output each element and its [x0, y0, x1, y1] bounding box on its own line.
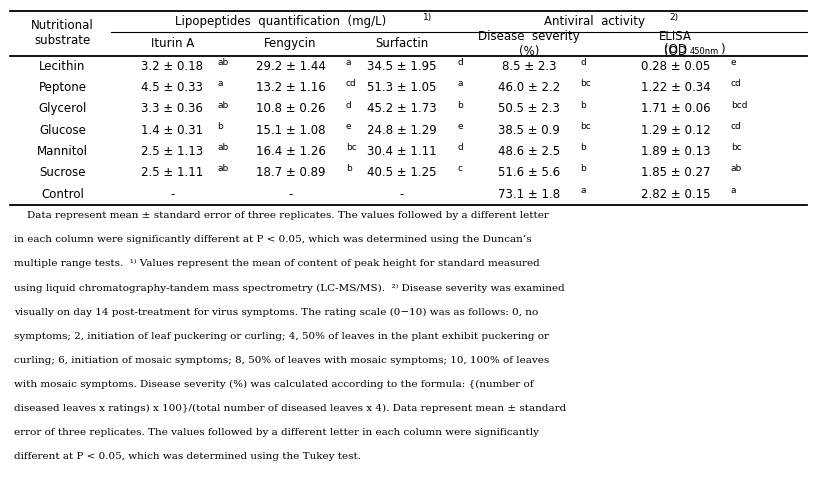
Text: 73.1 ± 1.8: 73.1 ± 1.8: [498, 188, 560, 200]
Text: Surfactin: Surfactin: [375, 37, 429, 51]
Text: bcd: bcd: [731, 101, 748, 109]
Text: 0.28 ± 0.05: 0.28 ± 0.05: [641, 60, 710, 73]
Text: Peptone: Peptone: [38, 81, 87, 94]
Text: 50.5 ± 2.3: 50.5 ± 2.3: [498, 102, 560, 115]
Text: 2.5 ± 1.13: 2.5 ± 1.13: [141, 145, 203, 158]
Text: 13.2 ± 1.16: 13.2 ± 1.16: [256, 81, 325, 94]
Text: 16.4 ± 1.26: 16.4 ± 1.26: [256, 145, 325, 158]
Text: Fengycin: Fengycin: [264, 37, 317, 51]
Text: b: b: [580, 164, 586, 173]
Text: 30.4 ± 1.11: 30.4 ± 1.11: [367, 145, 437, 158]
Text: cd: cd: [346, 79, 356, 88]
Text: 8.5 ± 2.3: 8.5 ± 2.3: [502, 60, 556, 73]
Text: cd: cd: [731, 122, 742, 131]
Text: ab: ab: [731, 164, 742, 173]
Text: 40.5 ± 1.25: 40.5 ± 1.25: [367, 166, 437, 179]
Text: e: e: [346, 122, 351, 131]
Text: multiple range tests.  ¹⁾ Values represent the mean of content of peak height fo: multiple range tests. ¹⁾ Values represen…: [14, 259, 539, 269]
Text: b: b: [458, 101, 463, 109]
Text: ELISA
(OD: ELISA (OD: [659, 30, 692, 58]
Text: d: d: [458, 143, 463, 152]
Text: ): ): [720, 43, 724, 56]
Text: cd: cd: [731, 79, 742, 88]
Text: 1.71 ± 0.06: 1.71 ± 0.06: [641, 102, 710, 115]
Text: 3.2 ± 0.18: 3.2 ± 0.18: [141, 60, 203, 73]
Text: 10.8 ± 0.26: 10.8 ± 0.26: [256, 102, 325, 115]
Text: Antiviral  activity: Antiviral activity: [543, 15, 645, 28]
Text: 48.6 ± 2.5: 48.6 ± 2.5: [498, 145, 560, 158]
Text: -: -: [288, 188, 292, 200]
Text: Glucose: Glucose: [39, 124, 86, 136]
Text: ab: ab: [217, 143, 229, 152]
Text: error of three replicates. The values followed by a different letter in each col: error of three replicates. The values fo…: [14, 428, 538, 437]
Text: Disease  severity
(%): Disease severity (%): [478, 30, 580, 58]
Text: 1.29 ± 0.12: 1.29 ± 0.12: [641, 124, 711, 136]
Text: with mosaic symptoms. Disease severity (%) was calculated according to the formu: with mosaic symptoms. Disease severity (…: [14, 380, 534, 389]
Text: bc: bc: [580, 79, 591, 88]
Text: 29.2 ± 1.44: 29.2 ± 1.44: [256, 60, 325, 73]
Text: 1): 1): [423, 13, 432, 22]
Text: Lipopeptides  quantification  (mg/L): Lipopeptides quantification (mg/L): [175, 15, 386, 28]
Text: bc: bc: [580, 122, 591, 131]
Text: symptoms; 2, initiation of leaf puckering or curling; 4, 50% of leaves in the pl: symptoms; 2, initiation of leaf puckerin…: [14, 331, 548, 341]
Text: 1.4 ± 0.31: 1.4 ± 0.31: [141, 124, 203, 136]
Text: 24.8 ± 1.29: 24.8 ± 1.29: [367, 124, 437, 136]
Text: 51.3 ± 1.05: 51.3 ± 1.05: [368, 81, 436, 94]
Text: curling; 6, initiation of mosaic symptoms; 8, 50% of leaves with mosaic symptoms: curling; 6, initiation of mosaic symptom…: [14, 355, 549, 365]
Text: 1.22 ± 0.34: 1.22 ± 0.34: [641, 81, 710, 94]
Text: d: d: [580, 58, 586, 67]
Text: c: c: [458, 164, 462, 173]
Text: 15.1 ± 1.08: 15.1 ± 1.08: [256, 124, 325, 136]
Text: b: b: [580, 143, 586, 152]
Text: -: -: [400, 188, 404, 200]
Text: 2): 2): [669, 13, 678, 22]
Text: 18.7 ± 0.89: 18.7 ± 0.89: [256, 166, 325, 179]
Text: a: a: [346, 58, 351, 67]
Text: Iturin A: Iturin A: [151, 37, 194, 51]
Text: Control: Control: [41, 188, 84, 200]
Text: ab: ab: [217, 58, 229, 67]
Text: bc: bc: [731, 143, 742, 152]
Text: -: -: [170, 188, 175, 200]
Text: 2.82 ± 0.15: 2.82 ± 0.15: [641, 188, 710, 200]
Text: Lecithin: Lecithin: [39, 60, 86, 73]
Text: 51.6 ± 5.6: 51.6 ± 5.6: [498, 166, 560, 179]
Text: d: d: [346, 101, 351, 109]
Text: Glycerol: Glycerol: [38, 102, 87, 115]
Text: ab: ab: [217, 101, 229, 109]
Text: a: a: [217, 79, 223, 88]
Text: 45.2 ± 1.73: 45.2 ± 1.73: [367, 102, 437, 115]
Text: 34.5 ± 1.95: 34.5 ± 1.95: [367, 60, 437, 73]
Text: b: b: [217, 122, 223, 131]
Text: b: b: [346, 164, 351, 173]
Text: 1.89 ± 0.13: 1.89 ± 0.13: [641, 145, 710, 158]
Text: ab: ab: [217, 164, 229, 173]
Text: in each column were significantly different at P < 0.05, which was determined us: in each column were significantly differ…: [14, 235, 531, 244]
Text: 1.85 ± 0.27: 1.85 ± 0.27: [641, 166, 710, 179]
Text: different at P < 0.05, which was determined using the Tukey test.: different at P < 0.05, which was determi…: [14, 452, 360, 461]
Text: a: a: [580, 186, 586, 195]
Text: using liquid chromatography-tandem mass spectrometry (LC-MS/MS).  ²⁾ Disease sev: using liquid chromatography-tandem mass …: [14, 283, 565, 293]
Text: e: e: [458, 122, 463, 131]
Text: 38.5 ± 0.9: 38.5 ± 0.9: [498, 124, 560, 136]
Text: a: a: [458, 79, 463, 88]
Text: a: a: [731, 186, 736, 195]
Text: 4.5 ± 0.33: 4.5 ± 0.33: [141, 81, 203, 94]
Text: (OD: (OD: [664, 43, 687, 56]
Text: 450nm: 450nm: [690, 48, 719, 56]
Text: diseased leaves x ratings) x 100}/(total number of diseased leaves x 4). Data re: diseased leaves x ratings) x 100}/(total…: [14, 404, 566, 413]
Text: Nutritional
substrate: Nutritional substrate: [31, 19, 94, 47]
Text: Mannitol: Mannitol: [37, 145, 88, 158]
Text: visually on day 14 post-treatment for virus symptoms. The rating scale (0−10) wa: visually on day 14 post-treatment for vi…: [14, 307, 538, 317]
Text: d: d: [458, 58, 463, 67]
Text: 46.0 ± 2.2: 46.0 ± 2.2: [498, 81, 560, 94]
Text: b: b: [580, 101, 586, 109]
Text: 2.5 ± 1.11: 2.5 ± 1.11: [141, 166, 203, 179]
Text: Data represent mean ± standard error of three replicates. The values followed by: Data represent mean ± standard error of …: [14, 211, 548, 220]
Text: Sucrose: Sucrose: [39, 166, 86, 179]
Text: e: e: [731, 58, 737, 67]
Text: bc: bc: [346, 143, 356, 152]
Text: 3.3 ± 0.36: 3.3 ± 0.36: [141, 102, 203, 115]
